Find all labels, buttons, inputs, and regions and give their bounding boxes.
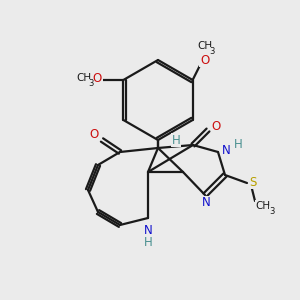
Text: S: S	[249, 176, 257, 188]
Text: CH: CH	[197, 41, 212, 51]
Text: O: O	[212, 119, 220, 133]
Text: H: H	[172, 134, 180, 146]
Text: N: N	[222, 143, 230, 157]
Text: H: H	[234, 137, 242, 151]
Text: CH: CH	[255, 201, 271, 211]
Text: CH: CH	[77, 73, 92, 83]
Text: 3: 3	[89, 80, 94, 88]
Text: N: N	[202, 196, 210, 209]
Text: O: O	[93, 73, 102, 85]
Text: N: N	[144, 224, 152, 236]
Text: 3: 3	[269, 206, 275, 215]
Text: 3: 3	[209, 47, 214, 56]
Text: H: H	[144, 236, 152, 248]
Text: O: O	[89, 128, 99, 142]
Text: O: O	[200, 53, 209, 67]
